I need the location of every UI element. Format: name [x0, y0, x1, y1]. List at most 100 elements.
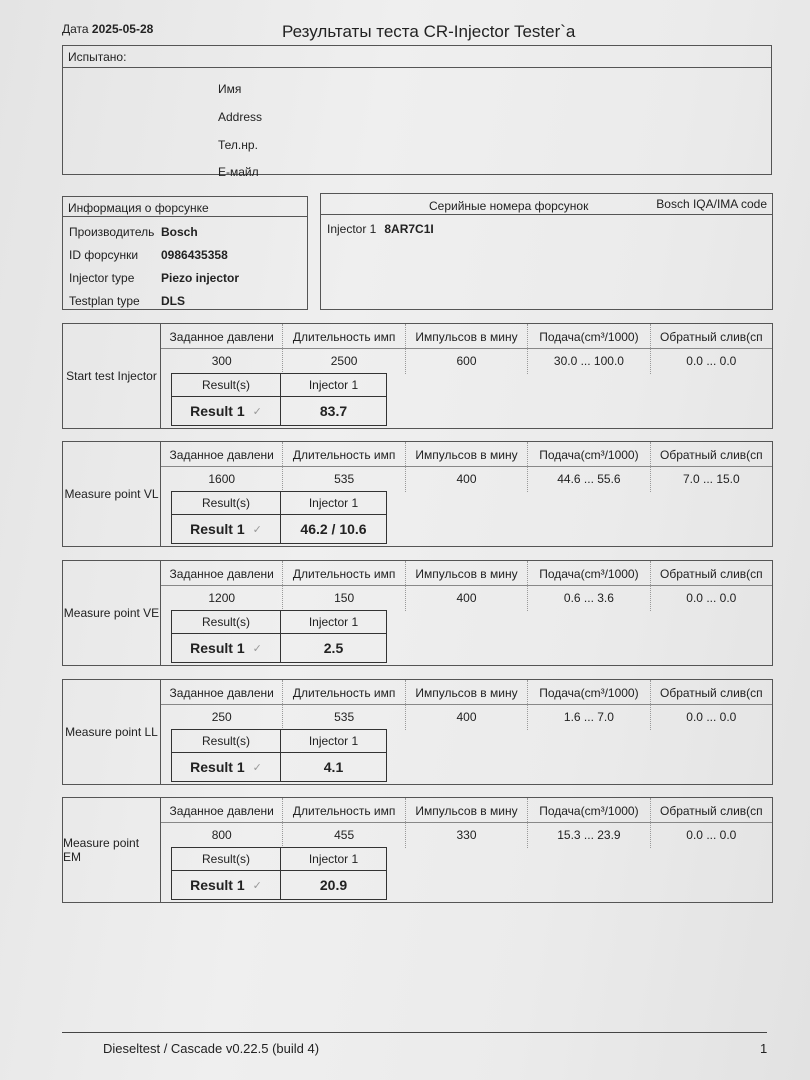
results-header: Result(s)	[172, 848, 281, 870]
column-header: Подача(cm³/1000)	[528, 324, 651, 348]
column-header: Длительность имп	[283, 798, 406, 822]
test-name: Measure point EM	[63, 798, 161, 902]
checkmark-icon: ✓	[252, 642, 262, 655]
test-block: Measure point VE Заданное давлени Длитель…	[62, 560, 773, 666]
info-value: Piezo injector	[161, 271, 240, 285]
result-label: Result 1	[190, 521, 245, 537]
results-header: Result(s)	[172, 492, 281, 514]
checkmark-icon: ✓	[252, 879, 262, 892]
field-phone: Тел.нр.	[218, 138, 258, 152]
footer-divider	[62, 1032, 767, 1033]
test-value: 400	[406, 585, 529, 611]
test-value: 455	[283, 822, 406, 848]
test-value: 600	[406, 348, 529, 374]
column-header: Импульсов в мину	[406, 561, 529, 585]
serial-injector: Injector 1	[327, 222, 377, 236]
column-header: Обратный слив(сп	[660, 330, 763, 344]
info-row: Injector type Piezo injector	[69, 271, 239, 285]
injector-header: Injector 1	[308, 615, 359, 629]
info-key: Testplan type	[69, 294, 140, 308]
test-value: 30.0 ... 100.0	[528, 348, 651, 374]
field-email: E-майл	[218, 165, 259, 179]
column-header: Обратный слив(сп	[660, 804, 763, 818]
column-header: Обратный слив(сп	[660, 686, 763, 700]
checkmark-icon: ✓	[252, 523, 262, 536]
result-table: Result(s) Injector 1 Result 1 ✓ 46.2 / 10.6	[171, 491, 387, 544]
serial-numbers: Серийные номера форсунок Bosch IQA/IMA co…	[320, 193, 773, 310]
test-value: 15.3 ... 23.9	[528, 822, 651, 848]
test-value: 1200	[161, 585, 284, 611]
column-header: Заданное давлени	[161, 324, 284, 348]
column-header: Подача(cm³/1000)	[528, 798, 651, 822]
injector-header: Injector 1	[308, 734, 359, 748]
column-header: Длительность имп	[283, 680, 406, 704]
test-value: 400	[406, 466, 529, 492]
column-header: Обратный слив(сп	[660, 567, 763, 581]
date-label: Дата	[62, 22, 89, 36]
code-title: Bosch IQA/IMA code	[656, 197, 767, 211]
info-key: Injector type	[69, 271, 135, 285]
result-value: 4.1	[323, 759, 344, 775]
injector-info: Информация о форсунке Производитель Bosch…	[62, 196, 308, 310]
result-label: Result 1	[190, 759, 245, 775]
info-value: 0986435358	[161, 248, 228, 262]
test-value: 1600	[161, 466, 284, 492]
column-header: Заданное давлени	[161, 561, 284, 585]
serial-row: Injector 1 8AR7C1I	[327, 222, 434, 236]
test-value: 0.0 ... 0.0	[686, 354, 737, 368]
test-value: 330	[406, 822, 529, 848]
field-name: Имя	[218, 82, 242, 96]
field-address: Address	[218, 110, 263, 124]
test-value: 0.0 ... 0.0	[686, 591, 737, 605]
test-block: Measure point VL Заданное давлени Длитель…	[62, 441, 773, 547]
result-value: 2.5	[323, 640, 344, 656]
test-value: 250	[161, 704, 284, 730]
test-name: Measure point VE	[63, 561, 161, 665]
test-value: 535	[283, 704, 406, 730]
test-value: 150	[283, 585, 406, 611]
test-value: 0.0 ... 0.0	[686, 710, 737, 724]
column-header: Импульсов в мину	[406, 442, 529, 466]
result-value: 20.9	[319, 877, 348, 893]
test-value: 400	[406, 704, 529, 730]
page-number: 1	[760, 1041, 768, 1056]
test-value: 535	[283, 466, 406, 492]
result-table: Result(s) Injector 1 Result 1 ✓ 83.7	[171, 373, 387, 426]
date: Дата 2025-05-28	[62, 22, 153, 36]
footer-software: Dieseltest / Cascade v0.22.5 (build 4)	[103, 1041, 320, 1056]
column-header: Импульсов в мину	[406, 324, 529, 348]
test-value: 2500	[283, 348, 406, 374]
result-label: Result 1	[190, 403, 245, 419]
checkmark-icon: ✓	[252, 405, 262, 418]
date-value: 2025-05-28	[91, 22, 154, 36]
column-header: Импульсов в мину	[406, 798, 529, 822]
column-header: Подача(cm³/1000)	[528, 680, 651, 704]
info-key: Производитель	[69, 225, 155, 239]
column-header: Импульсов в мину	[406, 680, 529, 704]
column-header: Заданное давлени	[161, 442, 284, 466]
results-header: Result(s)	[172, 611, 281, 633]
injector-header: Injector 1	[308, 378, 359, 392]
test-value: 800	[161, 822, 284, 848]
column-header: Подача(cm³/1000)	[528, 561, 651, 585]
test-value: 0.0 ... 0.0	[686, 828, 737, 842]
test-block: Start test Injector Заданное давлени Длит…	[62, 323, 773, 429]
tested-label: Испытано:	[63, 46, 771, 68]
info-row: ID форсунки 0986435358	[69, 248, 228, 262]
column-header: Длительность имп	[283, 561, 406, 585]
injector-header: Injector 1	[308, 496, 359, 510]
serial-code: 8AR7C1I	[384, 222, 434, 236]
results-header: Result(s)	[172, 730, 281, 752]
column-header: Заданное давлени	[161, 798, 284, 822]
test-block: Measure point EM Заданное давлени Длитель…	[62, 797, 773, 903]
serial-title: Серийные номера форсунок	[429, 199, 589, 213]
info-key: ID форсунки	[69, 248, 139, 262]
result-label: Result 1	[190, 877, 245, 893]
injector-info-title: Информация о форсунке	[63, 197, 307, 217]
test-name: Measure point VL	[63, 442, 161, 546]
column-header: Длительность имп	[283, 442, 406, 466]
result-label: Result 1	[190, 640, 245, 656]
page-title: Результаты теста CR-Injector Tester`a	[282, 22, 576, 41]
test-value: 0.6 ... 3.6	[528, 585, 651, 611]
results-header: Result(s)	[172, 374, 281, 396]
